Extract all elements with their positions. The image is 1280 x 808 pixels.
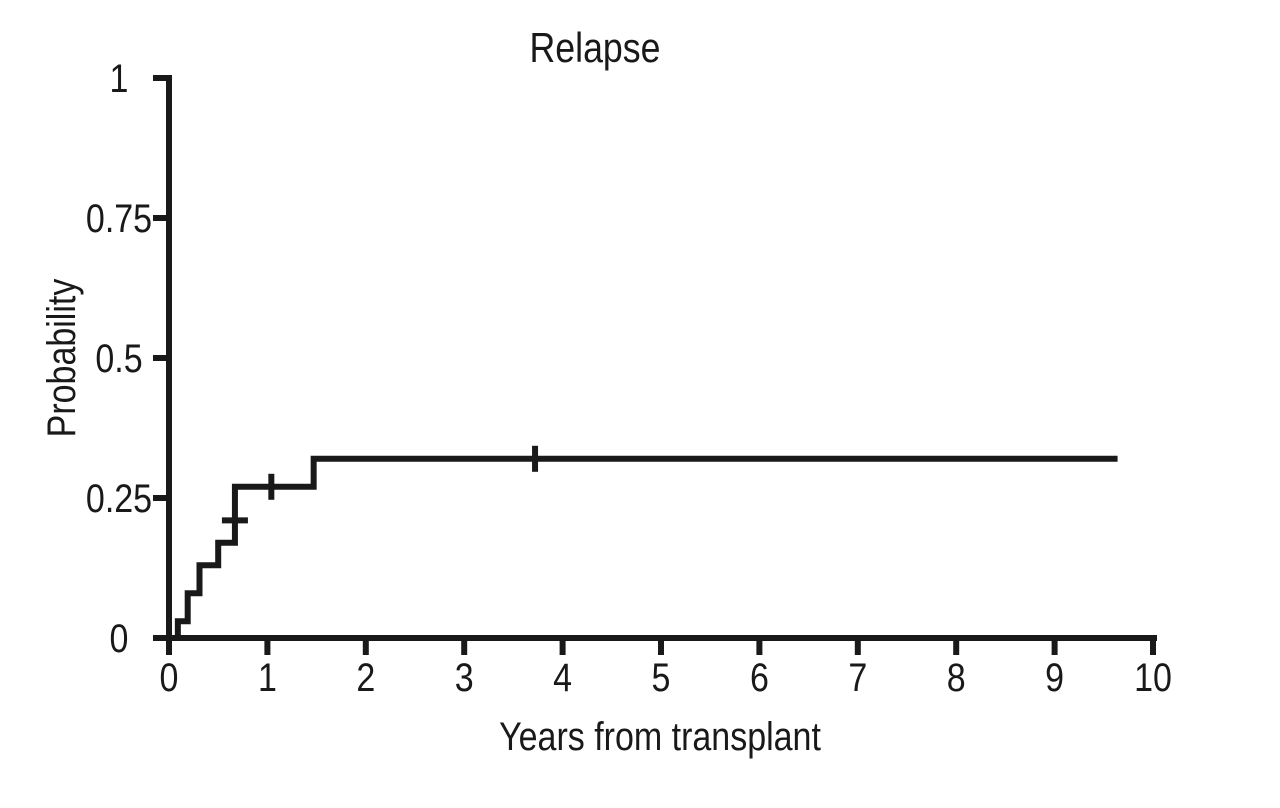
chart-title: Relapse <box>530 25 661 71</box>
x-tick-label: 3 <box>455 654 474 699</box>
y-tick-label: 0.75 <box>86 195 152 240</box>
y-tick-label: 1 <box>110 55 129 100</box>
x-tick-label: 9 <box>1045 654 1064 699</box>
x-tick-label: 8 <box>947 654 966 699</box>
x-tick-label: 6 <box>750 654 769 699</box>
x-tick-label: 1 <box>258 654 277 699</box>
y-axis-title: Probability <box>38 278 83 437</box>
x-tick-label: 5 <box>652 654 671 699</box>
x-tick-label: 7 <box>848 654 867 699</box>
x-axis-title: Years from transplant <box>499 713 821 758</box>
axes-layer <box>153 75 1157 655</box>
x-tick-label: 4 <box>553 654 572 699</box>
y-tick-label: 0.5 <box>95 335 142 380</box>
curve-layer <box>169 445 1118 641</box>
x-tick-label: 0 <box>160 654 179 699</box>
x-tick-label: 10 <box>1134 654 1172 699</box>
y-tick-label: 0.25 <box>86 475 152 520</box>
y-tick-label: 0 <box>110 615 129 660</box>
x-tick-label: 2 <box>356 654 375 699</box>
km-step-curve <box>169 455 1118 641</box>
